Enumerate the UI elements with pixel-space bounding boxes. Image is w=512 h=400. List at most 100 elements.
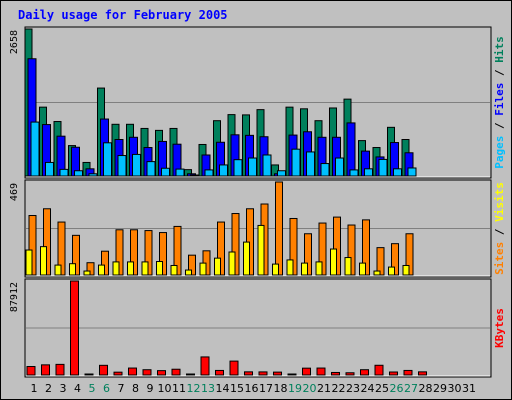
bar-kbytes-day-20 xyxy=(302,367,311,376)
bar-pages-day-4 xyxy=(74,170,83,177)
ymax-label-hits-files-pages: 2658 xyxy=(9,30,20,54)
bar-pages-day-16 xyxy=(248,157,257,177)
bar-pages-day-9 xyxy=(146,161,156,177)
legend-visits-sites: Sites / Visits xyxy=(493,182,506,275)
day-label-30: 30 xyxy=(448,382,462,395)
bar-kbytes-day-24 xyxy=(360,369,369,376)
day-label-4: 4 xyxy=(74,382,81,395)
day-label-11: 11 xyxy=(172,382,186,395)
bar-kbytes-day-9 xyxy=(142,369,152,376)
day-label-25: 25 xyxy=(375,382,389,395)
bar-kbytes-day-13 xyxy=(200,356,210,376)
bar-files-day-23 xyxy=(346,122,356,177)
bar-pages-day-24 xyxy=(364,168,373,177)
bar-pages-day-18 xyxy=(277,170,286,177)
day-label-10: 10 xyxy=(158,382,172,395)
ymax-label-kbytes: 87912 xyxy=(9,282,20,312)
bar-pages-day-23 xyxy=(349,169,359,177)
bar-kbytes-day-1 xyxy=(26,366,36,376)
bar-kbytes-day-19 xyxy=(287,373,297,376)
bar-kbytes-day-17 xyxy=(258,371,268,376)
bar-pages-day-21 xyxy=(320,163,330,177)
bar-kbytes-day-5 xyxy=(84,373,94,376)
bar-visits-day-26 xyxy=(388,266,395,276)
day-label-28: 28 xyxy=(419,382,433,395)
bar-kbytes-day-11 xyxy=(171,368,181,376)
bar-kbytes-day-15 xyxy=(229,360,239,376)
bar-kbytes-day-23 xyxy=(345,372,355,376)
day-label-8: 8 xyxy=(132,382,139,395)
bar-visits-day-22 xyxy=(330,248,337,276)
legend-kbytes: KBytes xyxy=(493,308,506,348)
day-label-12: 12 xyxy=(187,382,201,395)
bar-kbytes-day-16 xyxy=(244,371,253,376)
bar-kbytes-day-22 xyxy=(331,371,340,376)
day-label-15: 15 xyxy=(230,382,244,395)
day-label-22: 22 xyxy=(332,382,346,395)
day-label-6: 6 xyxy=(103,382,110,395)
day-label-5: 5 xyxy=(89,382,96,395)
bar-pages-day-19 xyxy=(291,148,301,177)
legend-item-hits-files-pages-4: Hits xyxy=(493,36,506,63)
day-label-31: 31 xyxy=(462,382,476,395)
bar-visits-day-15 xyxy=(228,251,236,276)
bar-visits-day-4 xyxy=(69,263,76,276)
bar-visits-day-25 xyxy=(373,270,381,276)
bar-visits-day-14 xyxy=(214,257,221,276)
bar-visits-day-1 xyxy=(25,249,33,276)
bar-pages-day-10 xyxy=(161,167,170,177)
legend-item-hits-files-pages-1: / xyxy=(493,116,506,136)
bar-pages-day-13 xyxy=(204,169,214,177)
day-label-3: 3 xyxy=(60,382,67,395)
bar-visits-day-20 xyxy=(301,262,308,276)
bar-visits-day-12 xyxy=(185,269,192,276)
bar-sites-day-18 xyxy=(275,181,283,276)
bar-kbytes-day-18 xyxy=(273,371,282,376)
bar-kbytes-day-26 xyxy=(389,371,398,376)
bar-pages-day-27 xyxy=(407,167,417,177)
day-label-26: 26 xyxy=(390,382,404,395)
bar-visits-day-24 xyxy=(359,262,366,276)
bar-visits-day-6 xyxy=(98,264,105,276)
day-label-16: 16 xyxy=(245,382,259,395)
bar-kbytes-day-28 xyxy=(418,371,427,376)
day-label-20: 20 xyxy=(303,382,317,395)
bar-pages-day-5 xyxy=(88,173,98,177)
bar-kbytes-day-25 xyxy=(374,364,384,376)
legend-item-kbytes-0: KBytes xyxy=(493,308,506,348)
bar-visits-day-8 xyxy=(127,261,134,276)
bar-pages-day-20 xyxy=(306,151,315,177)
day-label-27: 27 xyxy=(404,382,418,395)
day-label-14: 14 xyxy=(216,382,230,395)
day-label-24: 24 xyxy=(361,382,375,395)
day-label-21: 21 xyxy=(317,382,331,395)
bar-kbytes-day-3 xyxy=(55,363,65,376)
chart-title: Daily usage for February 2005 xyxy=(18,8,228,22)
bar-pages-day-15 xyxy=(233,159,243,177)
bar-pages-day-17 xyxy=(262,154,272,177)
bar-visits-day-27 xyxy=(402,264,410,276)
bar-visits-day-3 xyxy=(54,264,62,276)
bar-pages-day-26 xyxy=(393,168,402,177)
bar-pages-day-1 xyxy=(30,121,40,177)
bar-visits-day-19 xyxy=(286,259,294,276)
bar-visits-day-5 xyxy=(83,270,91,276)
day-label-7: 7 xyxy=(118,382,125,395)
bar-visits-day-10 xyxy=(156,261,163,276)
bar-pages-day-6 xyxy=(103,142,112,177)
day-label-29: 29 xyxy=(433,382,447,395)
bar-pages-day-22 xyxy=(335,157,344,177)
bar-kbytes-day-14 xyxy=(215,369,224,376)
bar-kbytes-day-27 xyxy=(403,369,413,376)
legend-item-hits-files-pages-0: Pages xyxy=(493,136,506,169)
day-label-9: 9 xyxy=(147,382,154,395)
legend-hits-files-pages: Pages / Files / Hits xyxy=(493,36,506,169)
bar-visits-day-9 xyxy=(141,261,149,276)
bar-kbytes-day-4 xyxy=(70,280,79,376)
day-label-1: 1 xyxy=(31,382,38,395)
bar-pages-day-25 xyxy=(378,158,388,177)
day-label-18: 18 xyxy=(274,382,288,395)
legend-item-hits-files-pages-3: / xyxy=(493,63,506,83)
bar-pages-day-11 xyxy=(175,168,185,177)
